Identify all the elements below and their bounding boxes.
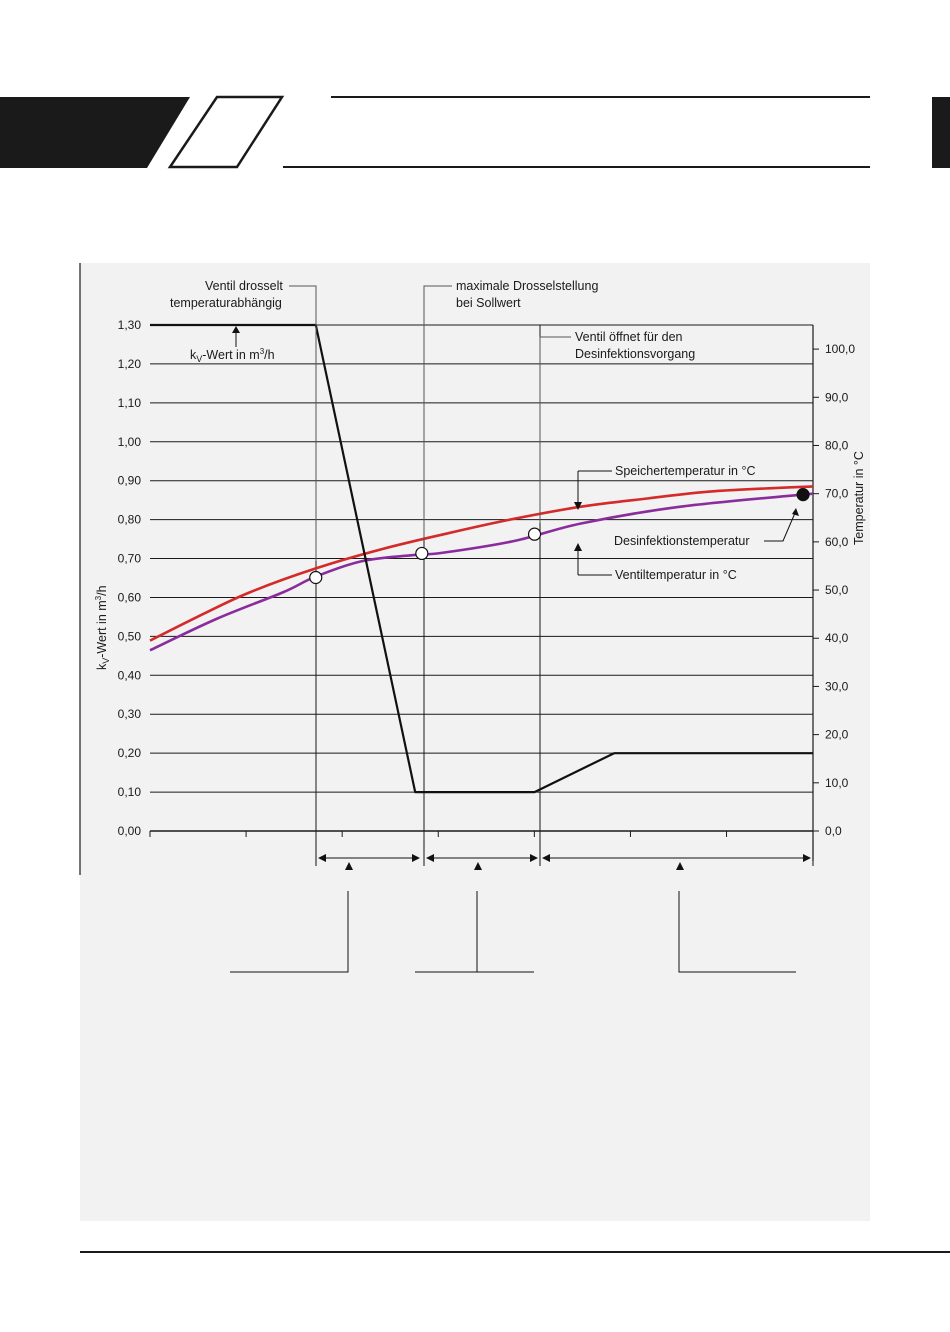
annotation-max-drossel-1: maximale Drosselstellung xyxy=(456,279,598,293)
callout-bracket-1 xyxy=(230,891,349,973)
y-right-tick-label: 10,0 xyxy=(825,776,849,790)
series-line-2 xyxy=(150,323,813,794)
marker-2 xyxy=(527,527,542,541)
annotation-ventil-oeffnet-2: Desinfektionsvorgang xyxy=(575,347,695,361)
y-left-tick-label: 0,20 xyxy=(118,746,142,760)
annotation-layer: Ventil drosselt temperaturabhängig maxim… xyxy=(94,279,866,973)
y-left-tick-label: 1,30 xyxy=(118,318,142,332)
phase-marker-3 xyxy=(676,862,684,870)
desinfektion-leader xyxy=(764,512,796,542)
annotation-max-drossel-2: bei Sollwert xyxy=(456,296,521,310)
y-left-tick-label: 1,00 xyxy=(118,435,142,449)
y-right-tick-label: 100,0 xyxy=(825,342,855,356)
y-right-tick-label: 20,0 xyxy=(825,728,849,742)
y-right-tick-label: 30,0 xyxy=(825,679,849,693)
y-left-tick-label: 0,10 xyxy=(118,785,142,799)
y-right-tick-label: 40,0 xyxy=(825,631,849,645)
y-axis-right-title: Temperatur in °C xyxy=(852,451,866,545)
y-left-tick-label: 0,80 xyxy=(118,513,142,527)
phase-arrow-1-right-head xyxy=(412,854,420,862)
marker-0 xyxy=(309,570,323,585)
chart-panel xyxy=(80,263,870,1221)
y-left-tick-label: 0,70 xyxy=(118,552,142,566)
phase-arrow-3-left-head xyxy=(542,854,550,862)
callout-bracket-3 xyxy=(678,891,796,973)
y-left-tick-label: 1,10 xyxy=(118,396,142,410)
header-edge-marker xyxy=(932,97,950,168)
header-graphic xyxy=(0,95,950,169)
callout-bracket-2 xyxy=(415,891,534,973)
speicher-label: Speichertemperatur in °C xyxy=(615,464,755,478)
footer-rule xyxy=(80,1251,950,1253)
y-left-tick-label: 0,30 xyxy=(118,707,142,721)
connector-ventil-oeffnet xyxy=(539,336,571,523)
y-left-tick-label: 0,60 xyxy=(118,590,142,604)
ventil-label: Ventiltemperatur in °C xyxy=(615,568,737,582)
speicher-label-arrowhead xyxy=(574,502,582,510)
connector-ventil-drosselt xyxy=(289,285,317,561)
annotation-ventil-drosselt-1: Ventil drosselt xyxy=(205,279,283,293)
header-dark-tab xyxy=(0,0,950,200)
y-left-tick-label: 0,90 xyxy=(118,474,142,488)
kv-label-arrowhead xyxy=(232,326,240,333)
y-left-tick-label: 0,00 xyxy=(118,824,142,838)
annotation-ventil-drosselt-2: temperaturabhängig xyxy=(170,296,282,310)
annotation-ventil-oeffnet-1: Ventil öffnet für den xyxy=(575,330,683,344)
series-line-0 xyxy=(149,485,814,642)
y-axis-left-title: kV-Wert in m3/h xyxy=(94,585,111,670)
y-left-tick-label: 1,20 xyxy=(118,357,142,371)
marker-layer xyxy=(309,488,810,585)
desinfektion-arrowhead xyxy=(792,508,799,516)
y-right-tick-label: 0,0 xyxy=(825,824,842,838)
y-right-tick-label: 70,0 xyxy=(825,487,849,501)
header-outline-tab xyxy=(167,95,285,169)
marker-1 xyxy=(415,546,429,561)
y-right-tick-label: 90,0 xyxy=(825,390,849,404)
phase-arrow-3-right-head xyxy=(803,854,811,862)
axes: 0,00 0,10 0,20 0,30 0,40 0,50 0,60 0,70 0,80 0,90… xyxy=(118,318,855,861)
ventil-label-arrowhead xyxy=(574,543,582,551)
phase-marker-2 xyxy=(474,862,482,870)
y-right-tick-label: 60,0 xyxy=(825,535,849,549)
phase-arrow-2-left-head xyxy=(426,854,434,862)
y-left-tick-label: 0,50 xyxy=(118,629,142,643)
y-right-tick-label: 50,0 xyxy=(825,583,849,597)
kv-inline-label: kV-Wert in m3/h xyxy=(190,347,275,364)
marker-3 xyxy=(796,488,810,502)
header-black-block xyxy=(0,97,190,168)
phase-arrow-2-right-head xyxy=(530,854,538,862)
connector-max-drossel xyxy=(423,285,452,540)
desinfektion-label: Desinfektionstemperatur xyxy=(614,534,749,548)
y-left-tick-label: 0,40 xyxy=(118,668,142,682)
grid xyxy=(150,324,813,841)
phase-arrow-1-left-head xyxy=(318,854,326,862)
phase-marker-1 xyxy=(345,862,353,870)
y-right-tick-label: 80,0 xyxy=(825,438,849,452)
